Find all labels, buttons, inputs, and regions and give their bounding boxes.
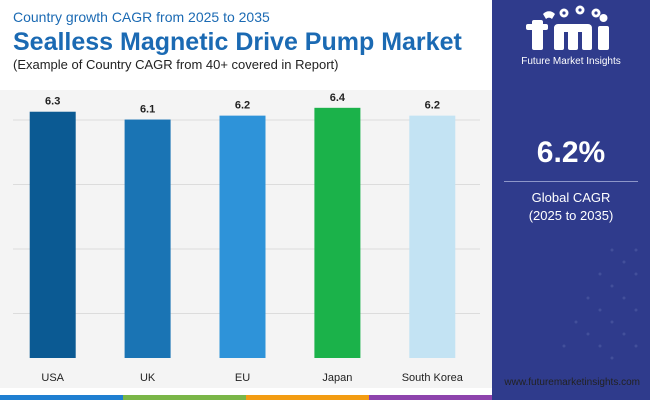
global-cagr-period: (2025 to 2035) — [528, 208, 614, 223]
chart-kicker: Country growth CAGR from 2025 to 2035 — [13, 9, 270, 25]
x-tick-label-eu: EU — [235, 372, 250, 384]
bar-usa — [29, 111, 76, 359]
bar-uk — [124, 119, 171, 358]
footer-color-bar — [0, 395, 492, 400]
fmi-logo — [526, 5, 609, 50]
header: Country growth CAGR from 2025 to 2035 Se… — [0, 0, 492, 90]
footer-segment-1 — [0, 395, 123, 400]
x-tick-label-usa: USA — [41, 372, 64, 384]
data-label-eu: 6.2 — [235, 100, 250, 112]
bar-south-korea — [409, 115, 456, 358]
x-tick-label-uk: UK — [140, 372, 156, 384]
footer-segment-3 — [246, 395, 369, 400]
footer-segment-4 — [369, 395, 492, 400]
chart-subtitle: (Example of Country CAGR from 40+ covere… — [13, 57, 339, 72]
global-cagr-value: 6.2% — [536, 136, 606, 169]
data-label-usa: 6.3 — [45, 96, 60, 108]
data-label-japan: 6.4 — [330, 92, 346, 104]
data-label-south-korea: 6.2 — [425, 100, 440, 112]
x-tick-label-japan: Japan — [322, 372, 352, 384]
bar-japan — [314, 107, 361, 359]
website-link[interactable]: www.futuremarketinsights.com — [504, 377, 640, 388]
divider — [504, 181, 638, 182]
data-label-uk: 6.1 — [140, 104, 155, 116]
chart-title: Sealless Magnetic Drive Pump Market — [13, 28, 462, 56]
x-tick-label-south-korea: South Korea — [402, 372, 464, 384]
company-name: Future Market Insights — [521, 56, 621, 67]
global-cagr-label-text: Global CAGR — [531, 190, 611, 205]
bar-eu — [219, 115, 266, 358]
bar-chart: 6.3 USA 6.1 UK 6.2 EU 6.4 Japan 6.2 South Korea — [13, 92, 480, 384]
dot-pattern-decoration — [562, 248, 638, 360]
sidebar-panel: Future Market Insights 6.2% Global CAGR … — [492, 0, 650, 400]
global-cagr-label: Global CAGR (2025 to 2035) — [492, 189, 650, 225]
footer-segment-2 — [123, 395, 246, 400]
